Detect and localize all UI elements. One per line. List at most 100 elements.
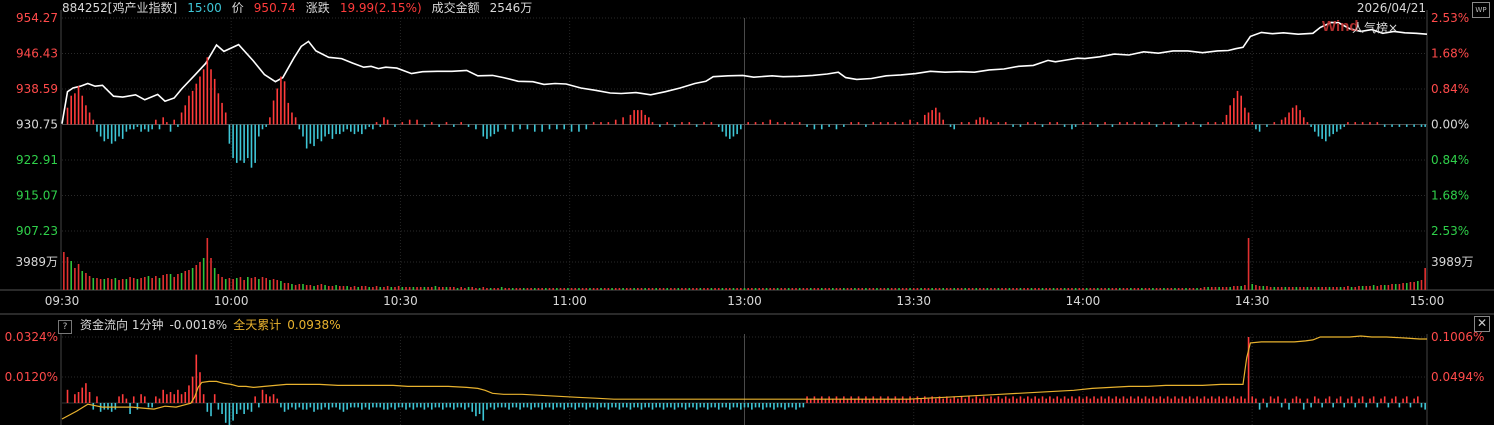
histogram-bar xyxy=(1347,122,1349,125)
histogram-bar xyxy=(1126,122,1128,125)
wp-icon[interactable]: WP xyxy=(1472,2,1490,18)
volume-bar xyxy=(865,288,867,290)
volume-bar xyxy=(1365,286,1368,290)
cumulative-flow-line xyxy=(61,335,1427,420)
fund-flow-bar xyxy=(221,403,223,414)
histogram-bar xyxy=(235,124,238,163)
fund-flow-bar xyxy=(1023,398,1025,403)
close-icon[interactable]: ✕ xyxy=(1474,316,1490,332)
volume-bar xyxy=(1199,288,1202,290)
volume-bar xyxy=(1251,284,1254,290)
fund-flow-bar xyxy=(1174,396,1176,403)
quote-time: 15:00 xyxy=(187,1,222,15)
help-icon[interactable]: ? xyxy=(58,320,72,334)
fund-flow-bar xyxy=(335,403,337,408)
volume-bar xyxy=(1302,287,1305,290)
histogram-bar xyxy=(283,81,286,125)
volume-bar xyxy=(633,288,635,290)
volume-bar xyxy=(1126,288,1128,290)
fund-flow-bar xyxy=(224,403,227,423)
histogram-bar xyxy=(791,122,794,125)
volume-bar xyxy=(390,287,393,290)
fund-flow-bar xyxy=(769,403,772,408)
volume-bar xyxy=(261,277,264,290)
volume-bar xyxy=(695,288,698,290)
fund-flow-bar xyxy=(143,396,146,403)
fund-flow-bar xyxy=(475,403,477,417)
fund-flow-bar xyxy=(567,403,569,408)
fund-flow-bar xyxy=(931,396,933,403)
fund-flow-bar xyxy=(438,403,440,408)
fund-flow-bar xyxy=(423,403,426,410)
volume-bar xyxy=(302,284,304,290)
volume-bar xyxy=(224,279,227,290)
volume-bar xyxy=(791,288,794,290)
fund-flow-bar xyxy=(728,403,731,410)
fund-flow-bar xyxy=(155,396,157,403)
histogram-bar xyxy=(1170,122,1173,125)
volume-bar xyxy=(1082,288,1084,290)
popularity-tag[interactable]: 人气榜× xyxy=(1352,19,1398,36)
fund-flow-bar xyxy=(1328,396,1331,403)
fund-flow-bar xyxy=(272,394,275,403)
volume-bar xyxy=(813,288,816,290)
histogram-bar xyxy=(103,124,106,142)
fund-flow-bar xyxy=(1339,396,1342,403)
histogram-bar xyxy=(740,124,742,130)
fund-flow-bar xyxy=(868,398,871,403)
fund-flow-bar xyxy=(405,403,407,410)
histogram-bar xyxy=(316,124,319,139)
fund-flow-bar xyxy=(920,398,922,403)
fund-y2-tick-label: 0.1006% xyxy=(1431,330,1484,344)
popularity-close-icon[interactable]: × xyxy=(1388,21,1399,35)
fund-flow-bar xyxy=(1111,398,1114,403)
volume-bar xyxy=(1218,287,1220,290)
fund-flow-bar xyxy=(85,383,87,403)
histogram-bar xyxy=(162,117,164,125)
fund-flow-bar xyxy=(1413,398,1415,403)
volume-bar xyxy=(762,288,764,290)
volume-bar xyxy=(254,277,256,290)
fund-flow-bar xyxy=(839,398,841,403)
volume-bar xyxy=(294,285,297,290)
fund-flow-bar xyxy=(199,372,201,403)
fund-flow-bar xyxy=(611,403,613,408)
fund-flow-bar xyxy=(1137,396,1139,403)
volume-bar xyxy=(868,288,871,290)
volume-bar xyxy=(592,288,595,290)
histogram-bar xyxy=(92,119,95,125)
fund-flow-bar xyxy=(235,403,238,414)
histogram-bar xyxy=(155,119,157,125)
x-tick-label: 14:00 xyxy=(1066,294,1101,308)
fund-flow-bar xyxy=(1049,396,1051,403)
volume-bar xyxy=(331,286,334,290)
fund-flow-bar xyxy=(603,403,606,408)
volume-bar xyxy=(184,271,187,290)
y-tick-label: 922.91 xyxy=(16,153,58,167)
histogram-bar xyxy=(820,124,823,130)
volume-bar xyxy=(280,281,282,290)
histogram-bar xyxy=(445,122,448,125)
histogram-bar xyxy=(497,124,499,132)
volume-bar xyxy=(666,288,669,290)
volume-bar xyxy=(125,279,128,290)
fund-flow-bar xyxy=(195,354,198,403)
x-tick-label: 13:00 xyxy=(727,294,762,308)
fund-flow-bar xyxy=(372,403,374,408)
fund-flow-bar xyxy=(537,403,540,408)
fund-flow-bar xyxy=(971,398,974,403)
fund-flow-bar xyxy=(99,403,102,412)
volume-bar xyxy=(1030,288,1033,290)
fund-flow-bar xyxy=(541,403,543,410)
volume-bar xyxy=(1288,287,1290,290)
fund-flow-bar xyxy=(695,403,698,410)
histogram-bar xyxy=(578,124,580,132)
fund-flow-bar xyxy=(798,403,801,408)
fund-flow-bar xyxy=(1008,398,1011,403)
volume-bar xyxy=(202,258,205,290)
histogram-bar xyxy=(353,124,356,135)
histogram-bar xyxy=(486,124,488,139)
fund-flow-bar xyxy=(1133,398,1136,403)
fund-flow-bar xyxy=(1004,396,1007,403)
